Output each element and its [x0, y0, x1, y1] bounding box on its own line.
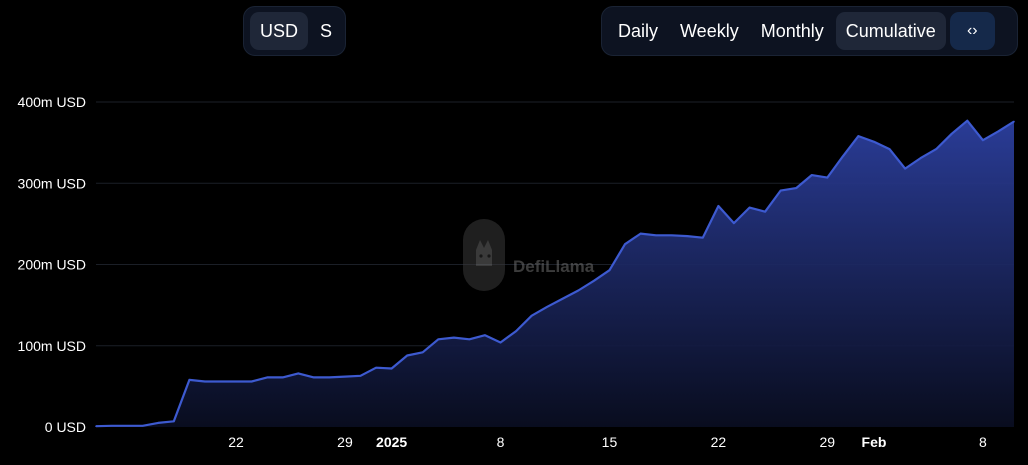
y-tick-label: 100m USD: [18, 338, 86, 354]
data-point: [375, 366, 377, 369]
data-point: [344, 375, 346, 378]
x-tick-label: 22: [228, 434, 244, 450]
data-point: [826, 176, 829, 179]
data-point: [546, 306, 548, 308]
data-point: [281, 376, 284, 379]
x-tick-label: 2025: [376, 434, 407, 450]
y-tick-label: 0 USD: [45, 419, 86, 435]
data-point: [95, 425, 97, 428]
currency-option-s[interactable]: S: [320, 20, 333, 41]
data-point: [810, 174, 813, 176]
data-point: [842, 155, 844, 158]
embed-code-button[interactable]: ‹›: [949, 12, 995, 50]
data-point: [624, 243, 626, 245]
y-tick-label: 300m USD: [18, 175, 86, 191]
data-point: [655, 234, 657, 237]
data-point: [608, 269, 611, 272]
data-point: [670, 234, 673, 237]
data-point: [437, 338, 440, 341]
code-brackets-icon: ‹›: [966, 22, 978, 39]
data-point: [530, 314, 533, 317]
watermark-text: DefiLlama: [513, 257, 595, 276]
data-point: [484, 334, 486, 337]
data-point: [982, 139, 984, 141]
data-point: [593, 280, 595, 282]
x-tick-label: 29: [819, 434, 835, 450]
data-point: [406, 354, 409, 357]
x-tick-label: 8: [497, 434, 505, 450]
data-point: [748, 206, 751, 209]
x-tick-label: Feb: [862, 434, 887, 450]
x-tick-label: 29: [337, 434, 353, 450]
data-point: [468, 338, 471, 341]
data-point: [499, 341, 502, 344]
data-point: [919, 157, 922, 159]
data-point: [888, 148, 891, 150]
data-point: [204, 380, 206, 383]
data-point: [577, 289, 580, 292]
data-point: [390, 367, 393, 370]
data-point: [421, 351, 424, 354]
data-point: [313, 376, 315, 379]
data-point: [997, 130, 1000, 133]
defillama-watermark: DefiLlama: [463, 219, 595, 291]
data-point: [188, 379, 191, 381]
data-point: [141, 425, 144, 427]
period-option-weekly[interactable]: Weekly: [680, 20, 739, 41]
x-tick-label: 8: [979, 434, 987, 450]
data-point: [935, 148, 937, 150]
data-point: [702, 236, 704, 239]
data-point: [951, 132, 953, 135]
llama-logo-icon: [463, 219, 505, 291]
data-point: [639, 232, 642, 235]
data-point: [779, 189, 782, 192]
currency-toggle: USD S: [243, 6, 346, 56]
data-point: [515, 330, 517, 332]
y-tick-label: 200m USD: [18, 257, 86, 273]
data-point: [857, 135, 860, 137]
data-point: [966, 119, 969, 122]
y-tick-label: 400m USD: [18, 94, 86, 110]
data-point: [250, 380, 253, 383]
period-option-monthly[interactable]: Monthly: [760, 20, 824, 41]
period-toggle: Daily Weekly Monthly Cumulative ‹›: [601, 6, 1018, 56]
data-point: [686, 235, 689, 237]
data-point: [873, 141, 875, 143]
data-point: [328, 376, 331, 379]
data-point: [904, 167, 906, 170]
data-point: [764, 210, 766, 213]
x-tick-label: 22: [711, 434, 727, 450]
data-point: [733, 222, 735, 224]
series-line: [95, 119, 1015, 428]
data-point: [453, 336, 455, 339]
period-option-cumulative[interactable]: Cumulative: [835, 12, 946, 50]
data-point: [266, 376, 269, 379]
data-point: [173, 420, 175, 423]
x-tick-label: 15: [602, 434, 618, 450]
data-point: [157, 422, 159, 424]
data-point: [1013, 120, 1015, 123]
area-fill: [96, 120, 1014, 427]
data-point: [126, 425, 128, 427]
data-point: [235, 380, 237, 383]
period-option-daily[interactable]: Daily: [618, 20, 659, 41]
data-point: [562, 297, 564, 300]
data-point: [717, 205, 720, 207]
currency-option-usd[interactable]: USD: [250, 12, 309, 50]
data-point: [297, 372, 300, 375]
data-point: [110, 425, 113, 427]
data-point: [219, 380, 222, 383]
data-point: [359, 375, 362, 377]
data-point: [795, 187, 797, 189]
